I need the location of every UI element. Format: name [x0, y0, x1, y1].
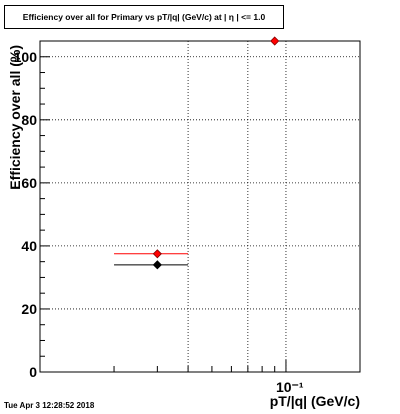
plot-frame — [39, 40, 361, 373]
y-tick-label: 60 — [21, 175, 37, 191]
x-tick-label: 10⁻¹ — [276, 379, 304, 395]
data-point — [270, 36, 280, 46]
data-point — [152, 260, 162, 270]
y-tick-label: 40 — [21, 238, 37, 254]
y-tick-label: 20 — [21, 301, 37, 317]
chart-title: Efficiency over all for Primary vs pT/|q… — [4, 5, 284, 29]
footer-timestamp: Tue Apr 3 12:28:52 2018 — [4, 401, 95, 410]
data-point — [152, 249, 162, 259]
y-tick-label: 0 — [29, 364, 37, 380]
y-tick-label: 80 — [21, 112, 37, 128]
x-axis-title: pT/|q| (GeV/c) — [270, 393, 360, 409]
y-tick-label: 100 — [14, 49, 38, 65]
y-axis-title: Efficiency over all (%) — [7, 45, 23, 190]
